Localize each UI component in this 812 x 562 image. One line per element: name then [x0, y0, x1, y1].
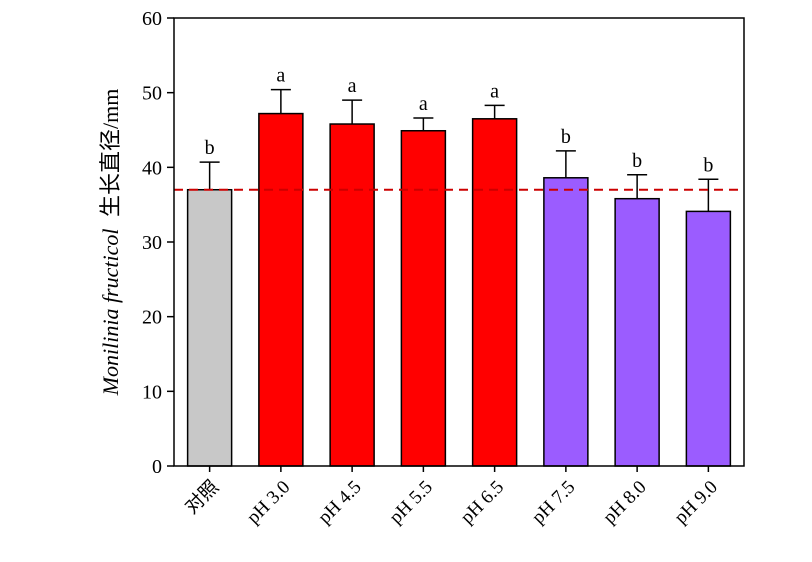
bar-5	[471, 118, 518, 467]
y-tick-label-50: 50	[142, 83, 162, 105]
y-tick-label-20: 20	[142, 307, 162, 329]
significance-label-5: a	[490, 80, 499, 102]
y-axis-label-species: Monilinia fructicol	[98, 229, 123, 397]
bar-3	[329, 123, 375, 467]
x-tick-label-1: 对照	[181, 476, 223, 518]
bar-7	[614, 197, 660, 467]
error-bars-layer	[199, 88, 719, 212]
y-tick-label-10: 10	[142, 381, 162, 403]
significance-label-1: b	[205, 137, 215, 159]
significance-label-2: a	[276, 65, 285, 87]
significance-label-7: b	[632, 150, 642, 172]
significance-label-3: a	[348, 75, 357, 97]
x-tick-label-6: pH 7.5	[528, 477, 579, 528]
bars-layer	[186, 112, 732, 467]
x-axis: 对照 pH 3.0 pH 4.5 pH 5.5 pH 6.5 pH 7.5 pH 8.0 pH…	[181, 466, 722, 528]
x-tick-label-5: pH 6.5	[457, 477, 508, 528]
significance-label-8: b	[703, 154, 713, 176]
significance-label-4: a	[419, 93, 428, 115]
y-axis-label: Monilinia fructicol 生长直径/mm	[98, 89, 123, 397]
y-axis-label-unit: 生长直径/mm	[98, 89, 123, 217]
x-tick-label-3: pH 4.5	[314, 477, 365, 528]
y-tick-label-40: 40	[142, 157, 162, 179]
x-tick-label-4: pH 5.5	[385, 477, 436, 528]
x-tick-label-8: pH 9.0	[670, 477, 721, 528]
y-tick-label-0: 0	[152, 456, 162, 478]
x-tick-label-7: pH 8.0	[599, 477, 650, 528]
bar-6	[543, 177, 589, 467]
y-tick-label-60: 60	[142, 8, 162, 30]
significance-labels: b a a a a b b b	[205, 65, 714, 177]
y-tick-label-30: 30	[142, 232, 162, 254]
bar-2	[258, 112, 304, 467]
significance-label-6: b	[561, 126, 571, 148]
x-tick-label-2: pH 3.0	[243, 477, 294, 528]
bar-1	[186, 188, 233, 467]
bar-8	[685, 210, 732, 467]
y-axis: 0 10 20 30 40 50 60	[142, 8, 174, 478]
bar-4	[400, 129, 447, 467]
